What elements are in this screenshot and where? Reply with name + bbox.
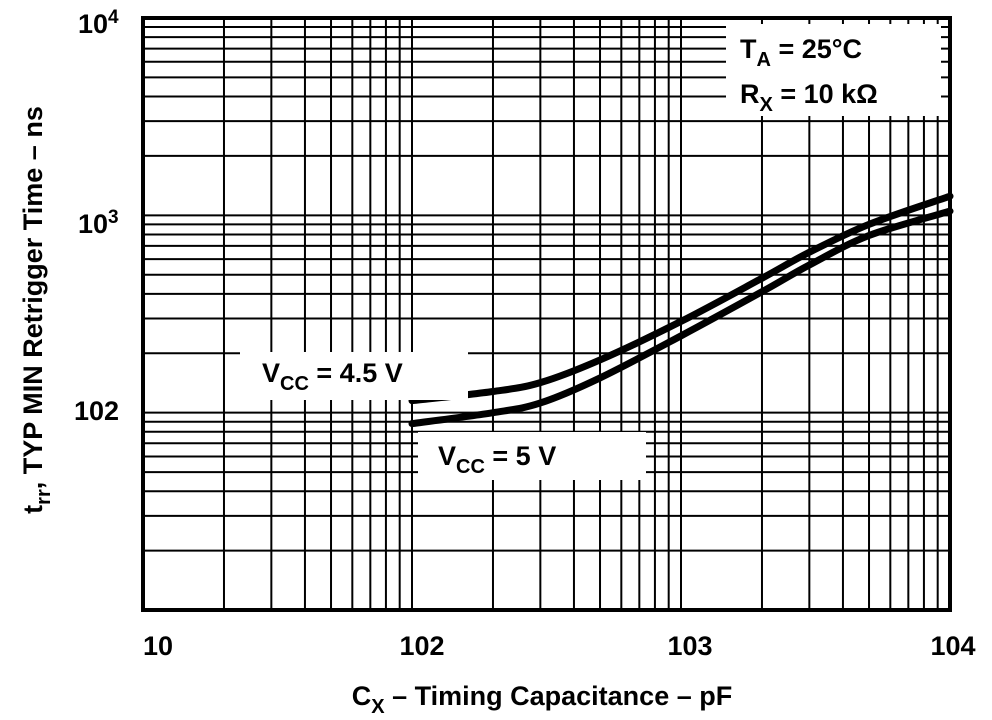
curves [408,192,954,428]
x-tick-label: 104 [930,631,975,661]
series-line-vcc-4v5 [408,192,954,405]
y-tick-label: 102 [74,396,119,426]
x-tick-label: 10 [143,631,173,661]
plot-frame [141,16,952,612]
series-label-bg-4v5 [240,352,468,400]
y-axis-label: trr, TYP MIN Retrigger Time – ns [18,106,55,514]
annotation-box [726,24,941,116]
x-tick-label: 103 [667,631,712,661]
series-label-bg-5v [418,432,646,480]
series-line-vcc-5v [408,207,954,428]
y-tick-label: 104 [78,7,119,39]
y-tick-label: 103 [78,207,119,239]
series-label-4v5: VCC = 4.5 V [262,358,403,395]
annotation-ta: TA = 25°C [740,34,862,71]
x-axis-label: CX – Timing Capacitance – pF [352,681,732,718]
annotation-rx: RX = 10 kΩ [740,79,878,116]
x-tick-label: 102 [399,631,444,661]
series-label-5v: VCC = 5 V [438,441,556,478]
